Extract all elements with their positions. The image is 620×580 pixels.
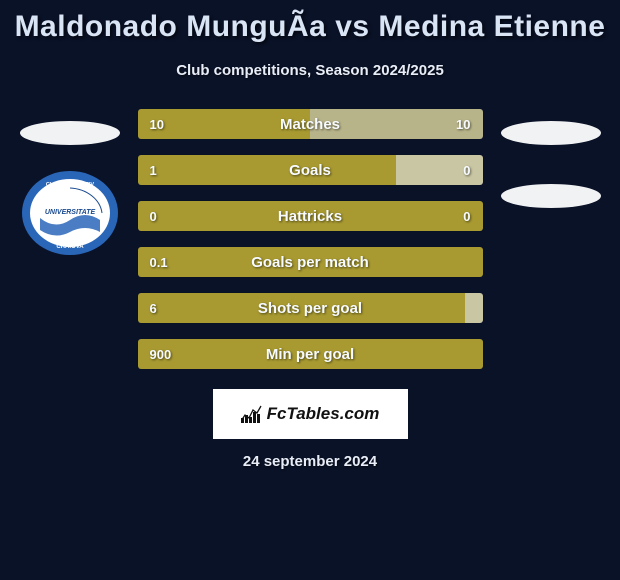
stat-bar: Hattricks00 [138,201,483,231]
date-text: 24 september 2024 [243,453,377,470]
bar-segment-right [396,155,482,185]
stat-bar: Min per goal900 [138,339,483,369]
left-player-column: CLUBUL SPORTIV UNIVERSITATE CRAIOVA [20,109,120,256]
stat-bars: Matches1010 Goals10 Hattricks00 Goals per m… [138,109,483,369]
page-title: Maldonado MunguÃa vs Medina Etienne [0,10,620,44]
stat-bar: Shots per goal6 [138,293,483,323]
bar-segment-left [138,201,483,231]
stat-bar: Goals10 [138,155,483,185]
club-badge-icon: CLUBUL SPORTIV UNIVERSITATE CRAIOVA [20,170,120,256]
stat-bar: Goals per match0.1 [138,247,483,277]
player-photo-placeholder [501,121,601,145]
badge-top-text: CLUBUL SPORTIV [45,182,94,188]
bar-segment-right [465,293,482,323]
bar-segment-left [138,155,397,185]
club-badge-left: CLUBUL SPORTIV UNIVERSITATE CRAIOVA [20,170,120,256]
logo-text: FcTables.com [267,404,380,424]
bar-segment-right [310,109,483,139]
stat-bar: Matches1010 [138,109,483,139]
bar-segment-left [138,109,311,139]
comparison-infographic: Maldonado MunguÃa vs Medina Etienne Club… [0,0,620,470]
content-row: CLUBUL SPORTIV UNIVERSITATE CRAIOVA Matc… [0,109,620,369]
badge-mid-text: UNIVERSITATE [44,209,95,216]
player-photo-placeholder [20,121,120,145]
bar-segment-left [138,339,483,369]
spark-chart-icon [241,405,263,423]
club-badge-placeholder [501,184,601,208]
badge-bottom-text: CRAIOVA [56,244,84,250]
bar-segment-left [138,293,466,323]
right-player-column [501,109,601,208]
footer: FcTables.com 24 september 2024 [0,389,620,470]
bar-segment-left [138,247,483,277]
subtitle: Club competitions, Season 2024/2025 [0,62,620,79]
fctables-logo: FcTables.com [213,389,408,439]
